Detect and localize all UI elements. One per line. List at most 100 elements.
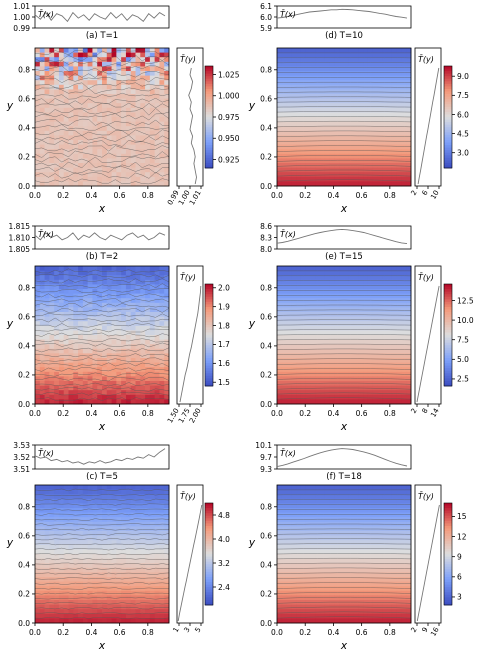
heat-cell: [73, 371, 79, 377]
heat-cell: [329, 302, 335, 308]
heat-cell: [296, 335, 302, 340]
heat-cell: [159, 117, 165, 122]
heat-cell: [367, 103, 374, 109]
heat-cell: [54, 577, 60, 582]
heat-cell: [97, 381, 103, 386]
heat-cell: [111, 572, 117, 578]
colorbar-band: [444, 319, 452, 323]
colorbar-band: [444, 104, 452, 108]
y-tick-label: 0.8: [18, 503, 30, 512]
heat-cell: [401, 376, 407, 382]
heat-cell: [315, 353, 321, 359]
heat-cell: [401, 61, 407, 67]
heat-cell: [106, 103, 112, 109]
heat-cell: [315, 181, 321, 187]
colorbar-band: [205, 332, 213, 336]
heat-cell: [92, 52, 98, 58]
heat-cell: [291, 71, 297, 76]
heat-cell: [63, 613, 69, 619]
heat-cell: [39, 279, 45, 285]
heat-cell: [58, 279, 65, 285]
heat-cell: [73, 121, 79, 127]
heat-cell: [286, 512, 292, 518]
heat-cell: [334, 330, 340, 336]
heat-cell: [49, 135, 55, 141]
heat-cell: [363, 293, 369, 299]
heat-cell: [140, 604, 146, 610]
contour-line: [34, 543, 170, 546]
heat-cell: [116, 494, 122, 500]
heat-cell: [305, 71, 311, 76]
heat-cell: [54, 140, 60, 145]
heat-cell: [391, 394, 398, 400]
heat-cell: [135, 302, 141, 308]
heat-cell: [63, 279, 69, 285]
heat-cell: [382, 275, 388, 281]
heat-cell: [164, 57, 170, 63]
heat-cell: [63, 275, 69, 281]
heat-cell: [87, 399, 93, 405]
heat-cell: [391, 52, 398, 58]
contour-line: [276, 358, 412, 360]
heat-cell: [135, 103, 141, 109]
heat-cell: [291, 298, 297, 304]
heat-cell: [54, 103, 60, 109]
heat-cell: [111, 307, 117, 313]
heat-cell: [82, 61, 89, 67]
heat-cell: [281, 390, 287, 396]
heat-cell: [54, 348, 60, 354]
colorbar-band: [444, 129, 452, 133]
heat-cell: [63, 130, 69, 136]
heat-cell: [116, 508, 122, 513]
heat-cell: [44, 335, 50, 340]
heat-cell: [277, 335, 283, 340]
heat-cell: [396, 140, 402, 145]
heat-cell: [68, 158, 74, 164]
heat-cell: [286, 61, 292, 67]
heat-cell: [130, 312, 136, 317]
heat-cell: [372, 321, 378, 327]
heat-cell: [111, 153, 117, 159]
colorbar-band: [205, 357, 213, 361]
heat-cell: [344, 508, 350, 513]
heat-cell: [348, 508, 354, 513]
heat-cell: [97, 140, 103, 145]
heat-cell: [68, 512, 74, 518]
heat-cell: [310, 158, 316, 164]
heat-cell: [329, 284, 335, 290]
heat-cell: [145, 80, 151, 86]
heat-cell: [35, 367, 41, 373]
heat-cell: [49, 540, 55, 546]
heat-cell: [159, 172, 165, 178]
heat-cell: [106, 540, 112, 546]
heat-cell: [291, 307, 297, 313]
heat-cell: [97, 512, 103, 518]
heat-cell: [339, 284, 345, 290]
heat-cell: [111, 316, 117, 322]
heat-cell: [387, 330, 393, 336]
heat-cell: [363, 399, 369, 405]
heat-cell: [324, 135, 331, 141]
heat-cell: [102, 103, 108, 109]
heat-cell: [320, 275, 326, 281]
heat-cell: [344, 135, 350, 141]
heat-cell: [49, 344, 55, 350]
heat-cell: [97, 302, 103, 308]
heat-cell: [348, 312, 354, 317]
heat-cell: [401, 117, 407, 122]
heat-cell: [334, 279, 340, 285]
heat-cell: [135, 112, 141, 118]
heat-cell: [296, 289, 302, 294]
heat-cell: [281, 172, 287, 178]
heat-cell: [367, 279, 374, 285]
heat-cell: [382, 371, 388, 377]
heat-cell: [154, 316, 160, 322]
heat-cell: [396, 508, 402, 513]
heat-cell: [406, 48, 412, 53]
heat-cell: [78, 167, 84, 173]
heat-cell: [396, 353, 402, 359]
heat-cell: [116, 609, 122, 615]
heat-cell: [121, 84, 127, 90]
heat-cell: [140, 103, 146, 109]
heat-cell: [353, 94, 359, 99]
